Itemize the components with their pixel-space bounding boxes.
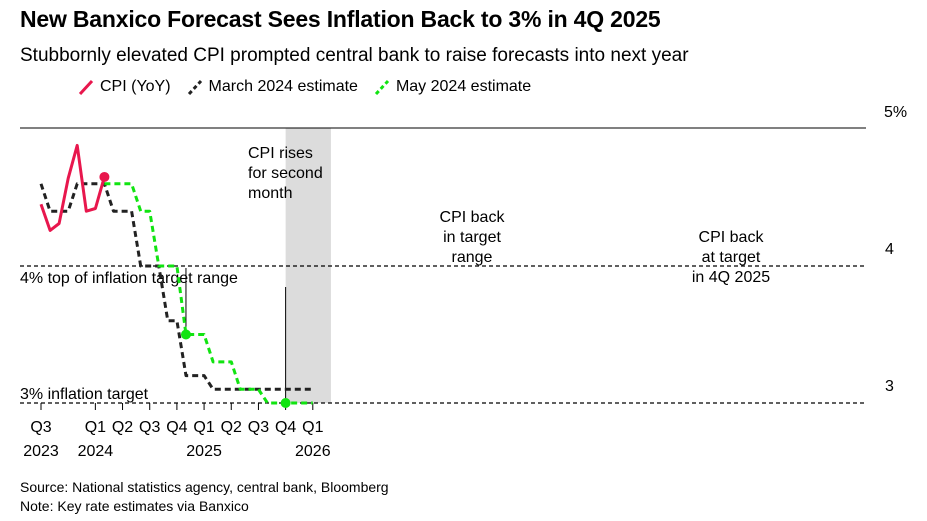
point-marker — [180, 329, 191, 340]
annotation-text: range — [452, 249, 493, 266]
annotation-text: CPI back — [440, 209, 506, 226]
annotation-text: month — [248, 185, 292, 202]
annotation-text: at target — [702, 249, 761, 266]
y-tick-label: 5% — [884, 104, 907, 121]
legend-label-march: March 2024 estimate — [208, 78, 358, 95]
x-tick-label: Q1 — [85, 419, 106, 436]
point-marker — [99, 171, 110, 182]
x-tick-label: Q3 — [30, 419, 51, 436]
point-marker — [280, 398, 291, 408]
series-line-cpi-yoy — [39, 143, 106, 232]
source-notes: Source: National statistics agency, cent… — [20, 478, 389, 516]
legend-label-may: May 2024 estimate — [395, 78, 532, 95]
x-tick-year: 2025 — [186, 443, 222, 460]
y-tick-label: 4 — [885, 241, 894, 258]
note-text: Note: Key rate estimates via Banxico — [20, 498, 249, 514]
legend-label-cpi: CPI (YoY) — [100, 78, 171, 95]
legend-item-march: March 2024 estimate — [187, 78, 358, 96]
x-tick-year: 2024 — [78, 443, 114, 460]
x-tick-year: 2026 — [295, 443, 331, 460]
x-tick-label: Q3 — [139, 419, 160, 436]
chart-subtitle: Stubbornly elevated CPI prompted central… — [20, 45, 689, 66]
legend-swatch-may — [374, 79, 390, 95]
annotation-text: CPI rises — [248, 145, 313, 162]
annotation-text: CPI back — [699, 229, 765, 246]
source-text: Source: National statistics agency, cent… — [20, 479, 389, 495]
x-tick-label: Q2 — [112, 419, 133, 436]
legend-swatch-march — [187, 79, 202, 95]
annotation-text: in target — [443, 229, 501, 246]
x-tick-year: 2023 — [23, 443, 59, 460]
x-tick-label: Q4 — [275, 419, 296, 436]
legend: CPI (YoY) March 2024 estimate May 2024 e… — [78, 78, 547, 96]
x-tick-label: Q3 — [248, 419, 269, 436]
legend-item-may: May 2024 estimate — [374, 78, 531, 96]
y-tick-label: 3 — [885, 378, 894, 395]
annotation-text: in 4Q 2025 — [692, 269, 770, 286]
reference-line-label: 3% inflation target — [20, 386, 149, 403]
x-tick-label: Q1 — [193, 419, 214, 436]
reference-line-label: 4% top of inflation target range — [20, 270, 238, 287]
chart-title: New Banxico Forecast Sees Inflation Back… — [20, 6, 661, 32]
x-tick-label: Q2 — [221, 419, 242, 436]
series-line-may-2024-estimate — [104, 182, 313, 405]
x-tick-label: Q4 — [166, 419, 187, 436]
annotation-text: for second — [248, 165, 323, 182]
legend-item-cpi: CPI (YoY) — [78, 78, 171, 96]
series-line-march-2024-estimate — [39, 182, 313, 391]
legend-swatch-cpi — [78, 79, 94, 95]
x-tick-label: Q1 — [302, 419, 323, 436]
